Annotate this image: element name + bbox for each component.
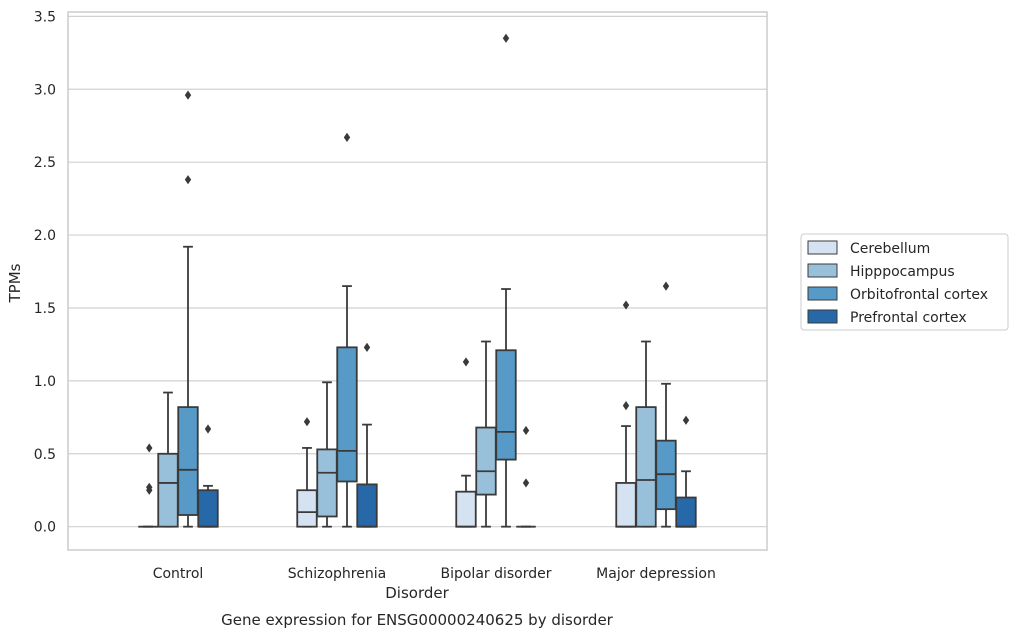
box-body [615,482,637,528]
x-tick-label: Major depression [596,566,716,582]
outlier-marker [146,443,153,453]
outlier-marker [303,417,311,427]
legend-label: Orbitofrontal cortex [850,287,988,303]
box-body [455,490,477,528]
y-tick-label: 0.5 [34,447,56,463]
outlier-marker [622,401,630,411]
box-body [157,452,179,528]
y-tick-label: 0.0 [34,520,56,536]
outlier-marker [522,425,530,436]
y-tick-label: 2.5 [34,155,56,171]
box-body [177,406,199,516]
legend-swatch [807,263,838,278]
legend-swatch [807,286,838,301]
outlier-marker [184,90,192,100]
box-1-2 [475,340,497,528]
chart-caption: Gene expression for ENSG00000240625 by d… [221,611,614,629]
x-tick-label: Control [153,566,204,582]
x-tick-label: Schizophrenia [288,566,386,582]
y-tick-label: 2.0 [34,228,56,244]
legend-swatch [807,309,838,324]
box-body [475,426,497,496]
box-body [356,483,378,528]
outlier-marker [522,478,530,488]
y-axis-title: TPMs [6,263,24,303]
box-layer [138,33,697,528]
box-0-1 [296,417,318,528]
box-2-1 [336,132,358,528]
box-2-0 [177,90,199,528]
box-3-3 [675,415,697,528]
box-2-3 [655,281,677,528]
box-body [635,406,657,528]
box-1-0 [157,391,179,528]
box-1-3 [635,340,657,528]
outlier-marker [343,132,351,142]
legend-box [800,233,1009,331]
box-0-2 [455,357,477,528]
legend-label: Cerebellum [850,241,930,257]
box-body [336,346,358,483]
box-body [296,489,318,528]
outlier-marker [363,342,371,352]
tick-layer: 0.0 0.5 1.0 1.5 2.0 2.5 3.0 3.5 Control Schizophr… [34,9,716,582]
box-2-2 [495,33,517,528]
outlier-marker [662,281,670,291]
legend-label: Hipppocampus [850,264,955,280]
x-axis-title: Disorder [385,584,449,602]
plot-frame [67,11,768,551]
box-1-1 [316,381,338,528]
box-3-2 [516,425,536,528]
box-body [495,349,517,461]
frame-layer [67,11,768,551]
legend-label: Prefrontal cortex [850,310,967,326]
outlier-marker [204,424,212,434]
box-body [316,448,338,518]
outlier-marker [622,300,630,310]
y-tick-label: 3.5 [34,9,56,25]
legend-swatch [807,240,838,255]
box-0-3 [615,300,637,528]
y-tick-label: 3.0 [34,82,56,98]
box-body [197,489,219,528]
outlier-marker [682,415,690,425]
outlier-marker [502,33,510,43]
box-body [675,496,697,528]
outlier-marker [462,357,470,367]
y-tick-label: 1.5 [34,301,56,317]
outlier-marker [184,175,192,185]
box-3-1 [356,342,378,528]
legend: Cerebellum Hipppocampus Orbitofrontal cort… [800,233,1009,331]
outlier-marker [146,482,153,492]
y-tick-label: 1.0 [34,374,56,390]
x-tick-label: Bipolar disorder [440,566,551,582]
box-3-0 [197,424,219,528]
